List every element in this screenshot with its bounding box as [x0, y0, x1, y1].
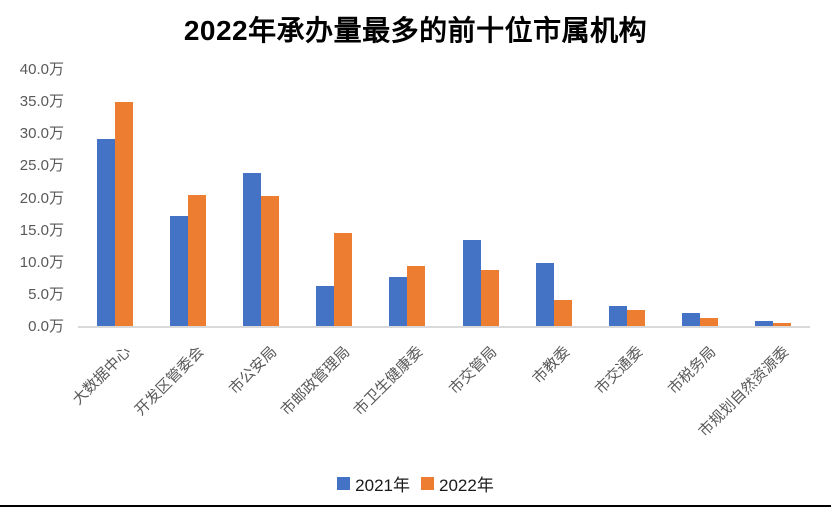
x-category-label: 开发区管委会 [131, 343, 208, 419]
y-tick-label: 5.0万 [28, 285, 64, 303]
bar-2022年-市交管局[interactable] [480, 270, 499, 327]
bar-2022年-市教委[interactable] [553, 300, 572, 327]
legend-item-2022年[interactable]: 2022年 [421, 471, 494, 496]
y-tick-label: 25.0万 [19, 157, 64, 175]
y-tick-label: 15.0万 [19, 221, 64, 239]
y-tick-label: 10.0万 [19, 253, 64, 271]
plot-area[interactable] [78, 70, 810, 327]
x-category-label: 市交管局 [445, 343, 500, 398]
bar-2021年-市税务局[interactable] [682, 312, 701, 327]
bar-2022年-市交通委[interactable] [627, 310, 645, 327]
legend-label: 2022年 [439, 475, 494, 495]
bar-2022年-大数据中心[interactable] [114, 102, 133, 327]
legend-label: 2021年 [355, 475, 410, 495]
bottom-rule [0, 505, 831, 507]
bar-2021年-市公安局[interactable] [243, 172, 261, 327]
x-category-label: 市税务局 [665, 343, 720, 398]
bar-2021年-市邮政管理局[interactable] [316, 285, 335, 327]
bar-2021年-市交通委[interactable] [609, 306, 627, 327]
bar-2021年-市教委[interactable] [535, 262, 554, 327]
bar-2022年-市税务局[interactable] [700, 318, 719, 327]
y-tick-label: 20.0万 [19, 189, 64, 207]
x-category-label: 市公安局 [225, 343, 281, 398]
y-tick-label: 30.0万 [19, 125, 64, 143]
legend-swatch-icon [421, 476, 434, 490]
y-tick-label: 40.0万 [19, 61, 64, 78]
bar-2022年-开发区管委会[interactable] [187, 194, 206, 327]
bar-2021年-市交管局[interactable] [462, 240, 481, 327]
y-tick-label: 0.0万 [28, 318, 64, 335]
bar-2021年-市卫生健康委[interactable] [389, 276, 408, 327]
bar-2021年-市规划自然资源委[interactable] [755, 321, 774, 327]
bar-2022年-市邮政管理局[interactable] [334, 232, 353, 327]
x-axis-line [78, 326, 810, 328]
bar-2021年-开发区管委会[interactable] [169, 215, 188, 327]
legend-swatch-icon [337, 476, 351, 490]
legend-item-2021年[interactable]: 2021年 [337, 471, 410, 496]
bar-2021年-大数据中心[interactable] [96, 138, 115, 327]
bar-2022年-市公安局[interactable] [261, 195, 279, 327]
y-tick-label: 35.0万 [19, 93, 64, 111]
x-category-label: 市教委 [529, 343, 574, 388]
x-category-label: 市卫生健康委 [351, 343, 427, 419]
x-category-label: 市邮政管理局 [277, 343, 354, 419]
x-category-label: 市交通委 [591, 343, 647, 398]
chart-title: 2022年承办量最多的前十位市属机构 [183, 15, 648, 46]
bar-2022年-市卫生健康委[interactable] [407, 265, 426, 327]
x-category-label: 大数据中心 [68, 343, 134, 409]
bar-2022年-市规划自然资源委[interactable] [773, 323, 792, 327]
legend: 2021年 2022年 [0, 471, 831, 496]
